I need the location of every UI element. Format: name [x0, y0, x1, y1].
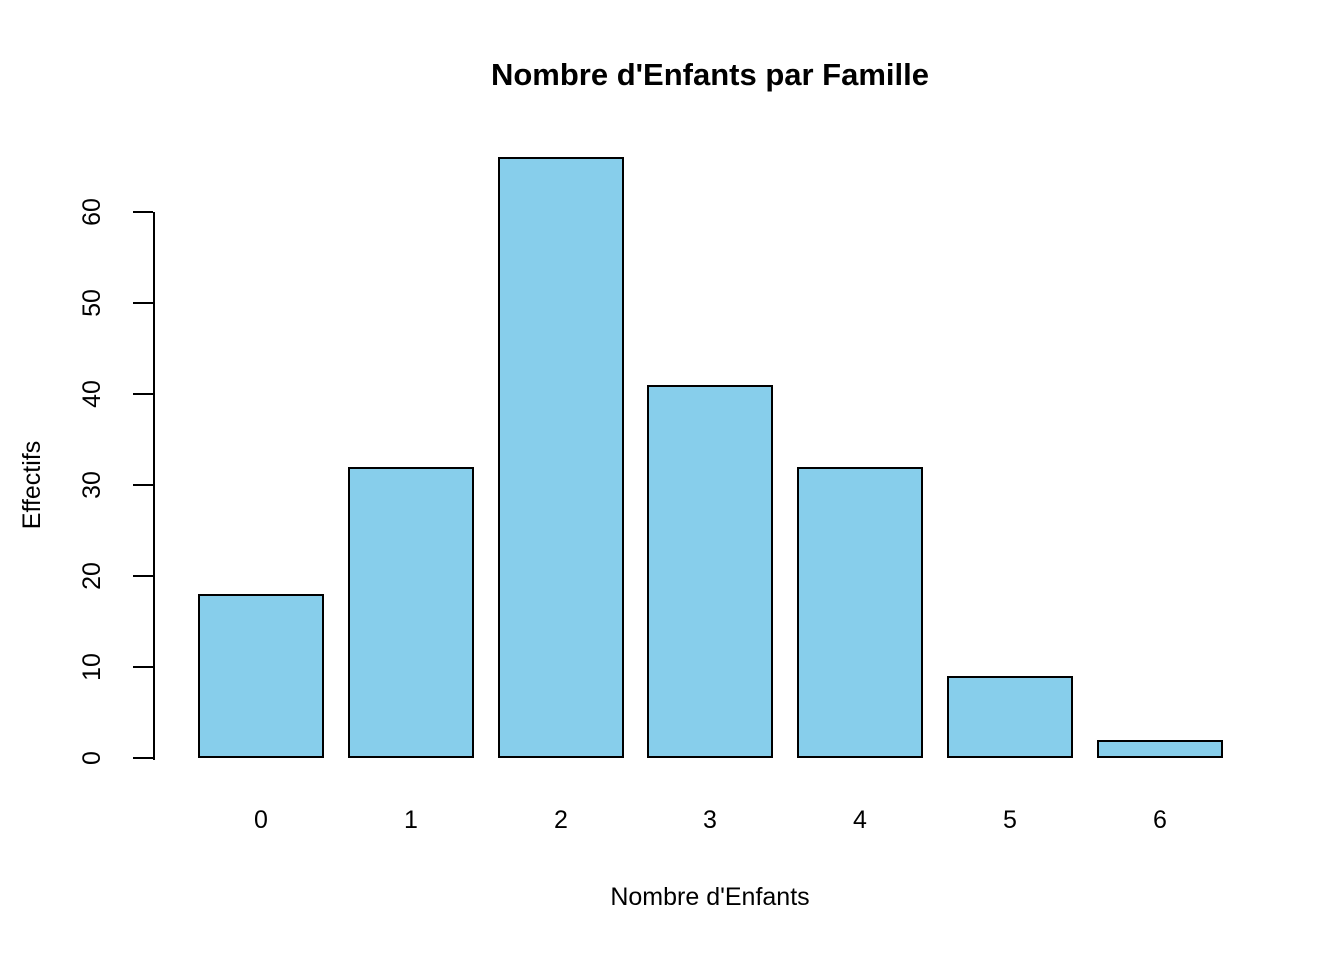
x-tick-label: 6 — [1153, 806, 1167, 834]
y-tick-label: 50 — [78, 289, 106, 317]
y-tick-label: 60 — [78, 198, 106, 226]
y-axis-tick — [133, 302, 153, 304]
y-axis-tick — [133, 575, 153, 577]
y-axis-tick — [133, 393, 153, 395]
bar — [198, 594, 324, 758]
y-axis-tick — [133, 757, 153, 759]
y-tick-label: 40 — [78, 380, 106, 408]
bar — [348, 467, 474, 758]
y-axis-line — [153, 212, 155, 760]
y-axis-tick — [133, 211, 153, 213]
x-tick-label: 4 — [853, 806, 867, 834]
y-axis-tick — [133, 666, 153, 668]
y-tick-label: 20 — [78, 562, 106, 590]
x-tick-label: 3 — [703, 806, 717, 834]
y-axis-title: Effectifs — [18, 440, 46, 530]
x-axis-title: Nombre d'Enfants — [610, 883, 810, 911]
bar — [647, 385, 773, 758]
x-tick-label: 2 — [554, 806, 568, 834]
y-tick-label: 0 — [78, 751, 106, 765]
chart-title: Nombre d'Enfants par Famille — [490, 57, 929, 92]
x-tick-label: 5 — [1003, 806, 1017, 834]
x-tick-label: 1 — [404, 806, 418, 834]
x-tick-label: 0 — [254, 806, 268, 834]
y-tick-label: 30 — [78, 471, 106, 499]
bar — [498, 157, 624, 758]
bar — [797, 467, 923, 758]
bar — [947, 676, 1073, 758]
y-tick-label: 10 — [78, 653, 106, 681]
y-axis-tick — [133, 484, 153, 486]
bar — [1097, 740, 1223, 758]
